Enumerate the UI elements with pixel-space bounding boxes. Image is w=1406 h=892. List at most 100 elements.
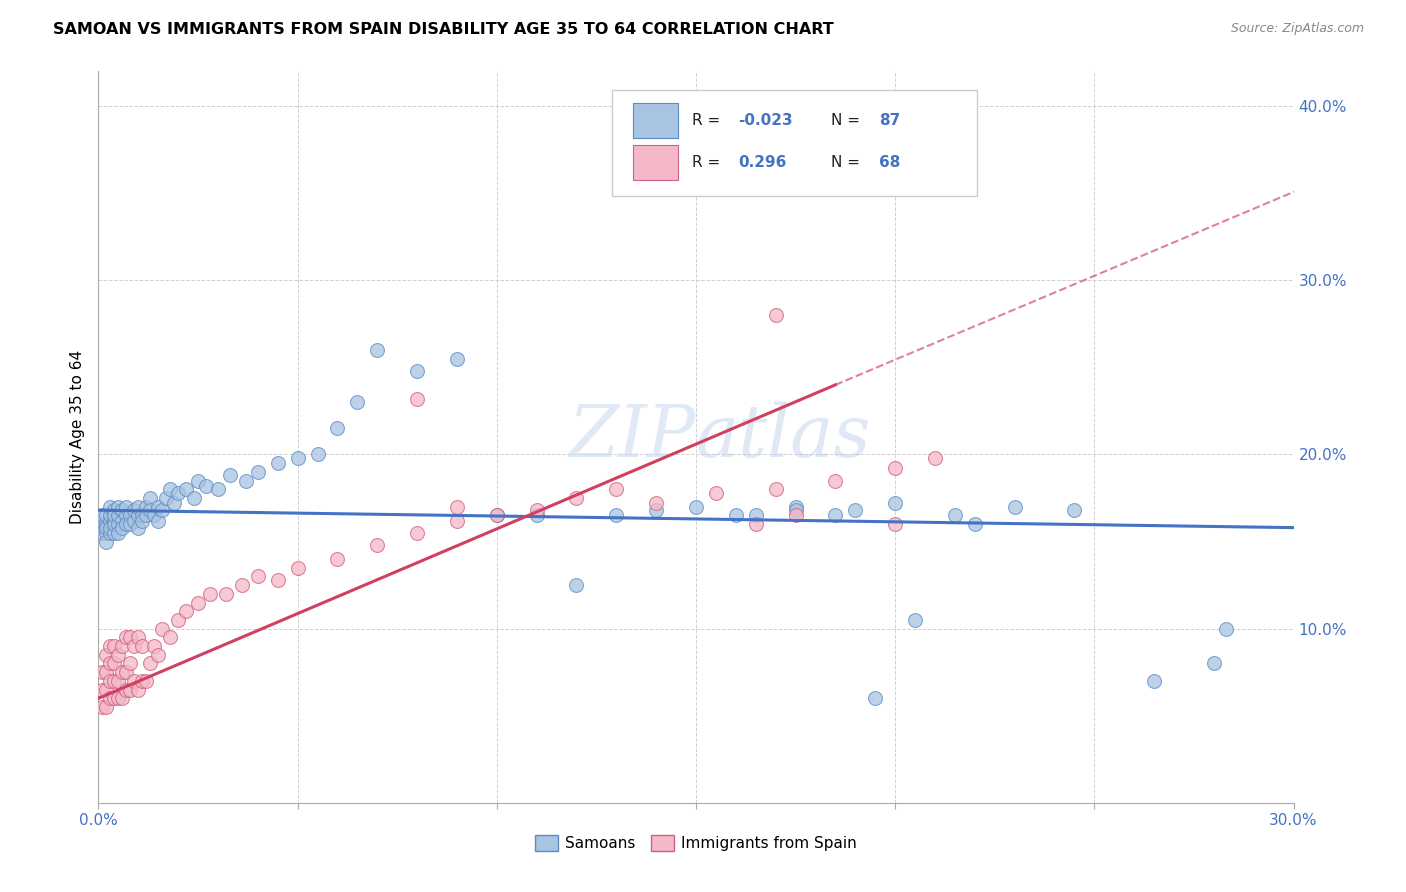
Point [96, 517, 118, 532]
Point [307, 448, 329, 462]
Text: 68: 68 [879, 155, 900, 170]
Point [163, 496, 186, 510]
Point [159, 631, 181, 645]
Point [884, 496, 907, 510]
Point [115, 682, 138, 697]
Point [131, 508, 153, 523]
Point [107, 525, 129, 540]
Point [96, 700, 118, 714]
Point [91, 682, 114, 697]
Point [150, 503, 173, 517]
Point [96, 682, 118, 697]
Point [96, 534, 118, 549]
Point [103, 525, 125, 540]
Point [167, 613, 190, 627]
Point [406, 525, 429, 540]
Point [745, 508, 768, 523]
Text: SAMOAN VS IMMIGRANTS FROM SPAIN DISABILITY AGE 35 TO 64 CORRELATION CHART: SAMOAN VS IMMIGRANTS FROM SPAIN DISABILI… [53, 22, 834, 37]
Point [326, 421, 349, 435]
Bar [633, 103, 678, 138]
Point [127, 521, 149, 535]
Point [107, 673, 129, 688]
Point [107, 648, 129, 662]
Point [765, 483, 787, 497]
Text: Source: ZipAtlas.com: Source: ZipAtlas.com [1230, 22, 1364, 36]
Point [267, 456, 290, 470]
Point [124, 514, 146, 528]
Point [785, 508, 807, 523]
Point [287, 450, 309, 465]
Point [155, 491, 177, 505]
Point [645, 496, 668, 510]
Point [287, 560, 309, 574]
Point [924, 450, 946, 465]
Point [645, 503, 668, 517]
Point [1215, 622, 1237, 636]
Point [1063, 503, 1085, 517]
Point [235, 474, 257, 488]
Point [124, 639, 146, 653]
Point [131, 639, 153, 653]
Bar [633, 145, 678, 180]
Point [111, 514, 134, 528]
Point [131, 514, 153, 528]
Point [96, 648, 118, 662]
Point [115, 517, 138, 532]
Point [326, 552, 349, 566]
Point [139, 503, 162, 517]
Text: N =: N = [831, 113, 865, 128]
Point [120, 508, 142, 523]
Text: R =: R = [692, 155, 730, 170]
Point [526, 508, 548, 523]
Point [91, 665, 114, 680]
Point [565, 578, 588, 592]
Text: N =: N = [831, 155, 865, 170]
Point [485, 508, 508, 523]
Point [139, 657, 162, 671]
Point [267, 573, 290, 587]
Point [215, 587, 238, 601]
Point [143, 639, 166, 653]
Point [107, 500, 129, 514]
Point [127, 631, 149, 645]
Point [91, 517, 114, 532]
Text: -0.023: -0.023 [738, 113, 793, 128]
Point [219, 468, 242, 483]
Point [844, 503, 866, 517]
Point [135, 500, 157, 514]
Point [167, 485, 190, 500]
Point [96, 665, 118, 680]
Point [745, 517, 768, 532]
Point [96, 508, 118, 523]
Point [884, 517, 907, 532]
Point [127, 682, 149, 697]
Point [183, 491, 205, 505]
Point [111, 639, 134, 653]
Point [135, 508, 157, 523]
Point [103, 657, 125, 671]
Point [98, 521, 122, 535]
Point [884, 461, 907, 475]
Point [98, 691, 122, 706]
Point [765, 308, 787, 322]
Point [131, 673, 153, 688]
Point [174, 483, 197, 497]
Point [704, 485, 727, 500]
Point [103, 673, 125, 688]
Point [148, 648, 170, 662]
Point [91, 700, 114, 714]
Point [824, 474, 846, 488]
Point [115, 665, 138, 680]
Point [1202, 657, 1225, 671]
Point [785, 500, 807, 514]
Point [103, 639, 125, 653]
Point [120, 657, 142, 671]
Point [446, 514, 468, 528]
Point [1143, 673, 1166, 688]
Point [111, 691, 134, 706]
Point [115, 508, 138, 523]
Text: ZIP: ZIP [568, 401, 696, 473]
Point [150, 622, 173, 636]
Point [107, 517, 129, 532]
Point [865, 691, 887, 706]
